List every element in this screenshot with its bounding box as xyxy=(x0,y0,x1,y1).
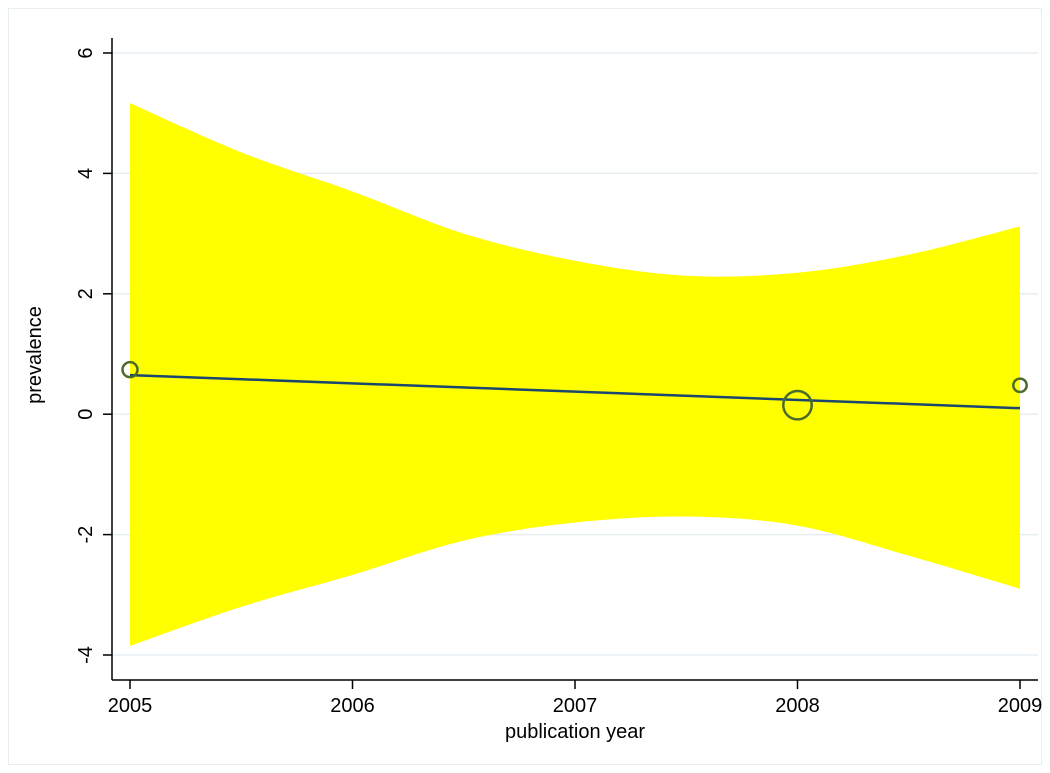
y-tick-label: 2 xyxy=(75,288,97,299)
x-tick-label: 2006 xyxy=(330,695,375,717)
data-point xyxy=(1012,377,1028,394)
y-tick-label: -4 xyxy=(75,646,97,664)
x-axis-title: publication year xyxy=(505,721,645,743)
x-tick-label: 2009 xyxy=(998,695,1043,717)
x-ticks: 2005 2006 2007 2008 2009 xyxy=(108,680,1043,717)
confidence-band xyxy=(130,102,1020,646)
x-tick-label: 2007 xyxy=(553,695,598,717)
y-tick-label: 0 xyxy=(75,409,97,420)
y-tick-label: 4 xyxy=(75,168,97,179)
y-ticks: -4 -2 0 2 4 6 xyxy=(75,47,112,664)
data-point xyxy=(121,360,139,379)
x-tick-label: 2008 xyxy=(775,695,820,717)
data-point xyxy=(782,389,813,421)
y-tick-label: 6 xyxy=(75,47,97,58)
y-axis-title: prevalence xyxy=(24,306,46,404)
fit-line xyxy=(129,373,1021,410)
x-tick-label: 2005 xyxy=(108,695,153,717)
y-tick-label: -2 xyxy=(75,526,97,544)
points-layer xyxy=(121,360,1028,421)
